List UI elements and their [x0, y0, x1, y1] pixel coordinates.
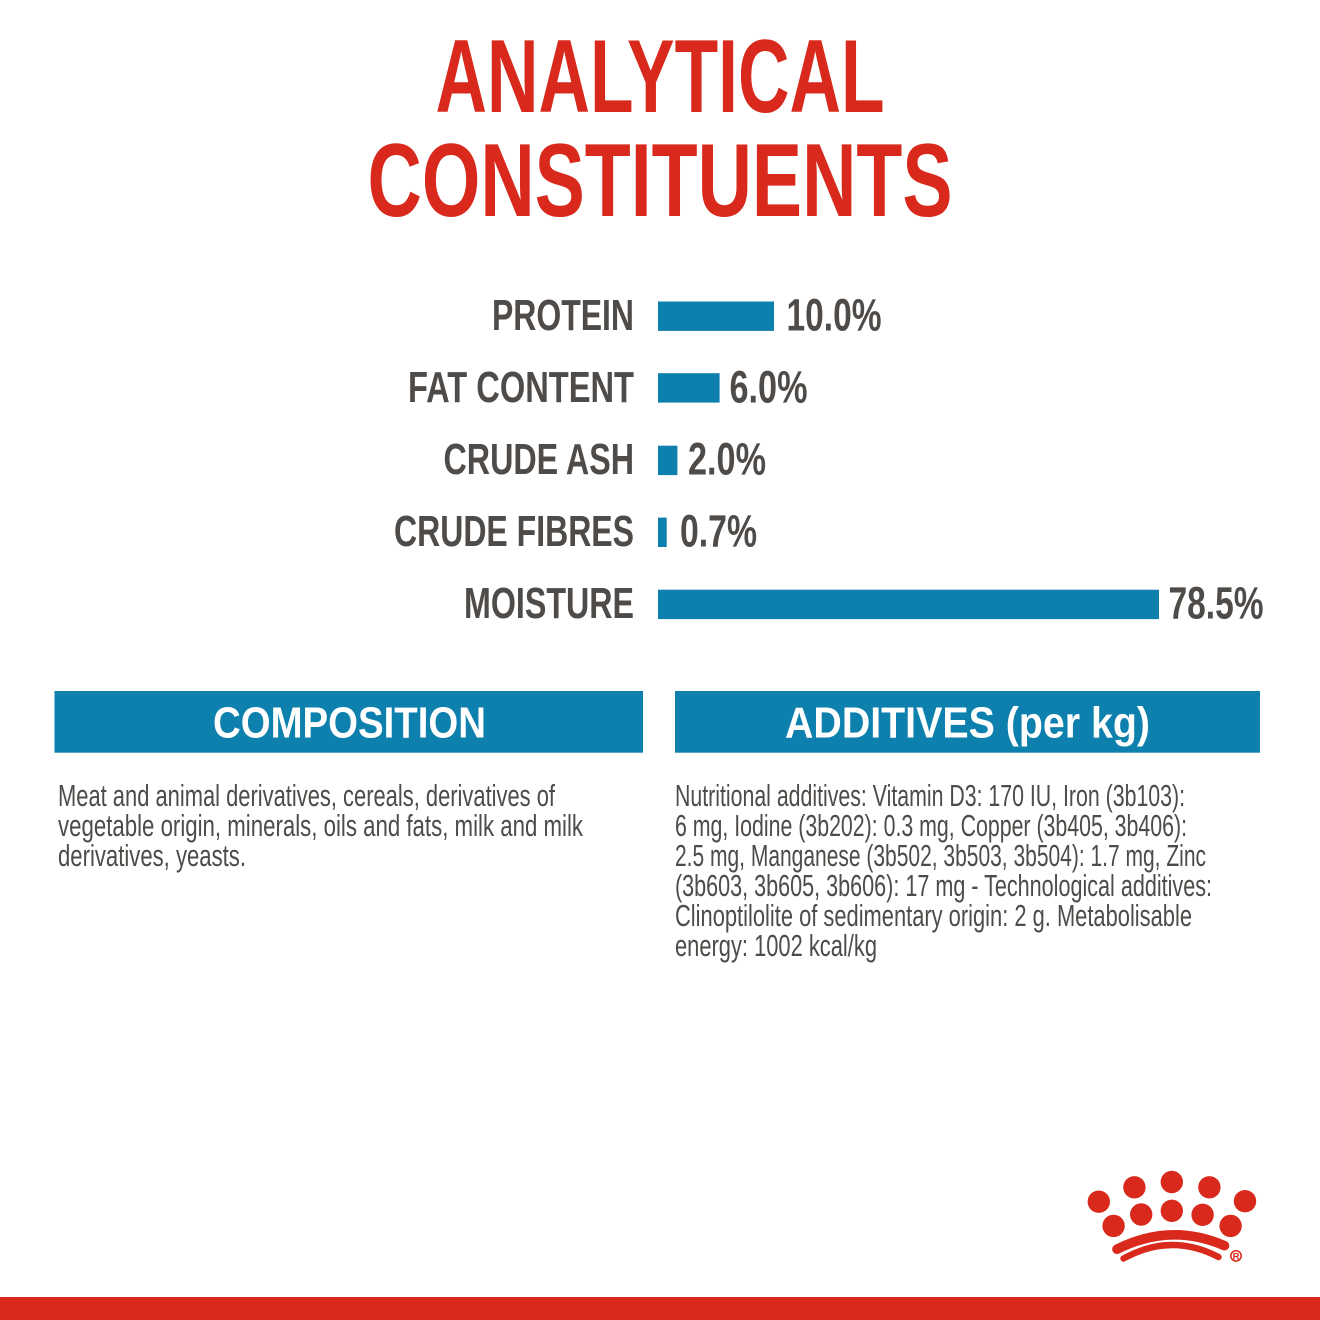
svg-text:2.5 mg, Manganese (3b502, 3b50: 2.5 mg, Manganese (3b502, 3b503, 3b504):…	[675, 839, 1206, 873]
svg-text:FAT CONTENT: FAT CONTENT	[408, 363, 634, 412]
svg-text:CONSTITUENTS: CONSTITUENTS	[368, 123, 953, 239]
svg-text:Nutritional additives: Vitamin: Nutritional additives: Vitamin D3: 170 I…	[675, 779, 1185, 813]
svg-text:R: R	[1233, 1251, 1240, 1262]
svg-text:ANALYTICAL: ANALYTICAL	[436, 19, 885, 135]
svg-text:PROTEIN: PROTEIN	[492, 291, 634, 340]
svg-text:Meat and animal derivatives, c: Meat and animal derivatives, cereals, de…	[58, 779, 555, 813]
svg-text:10.0%: 10.0%	[787, 290, 882, 341]
svg-text:0.7%: 0.7%	[680, 505, 757, 556]
svg-text:78.5%: 78.5%	[1169, 578, 1264, 629]
svg-text:CRUDE ASH: CRUDE ASH	[444, 435, 635, 484]
svg-text:CRUDE FIBRES: CRUDE FIBRES	[394, 507, 634, 556]
svg-text:6.0%: 6.0%	[730, 361, 808, 412]
svg-text:(3b603, 3b605, 3b606): 17 mg -: (3b603, 3b605, 3b606): 17 mg - Technolog…	[675, 869, 1212, 903]
svg-text:2.0%: 2.0%	[688, 433, 766, 484]
svg-text:ADDITIVES (per kg): ADDITIVES (per kg)	[785, 698, 1150, 747]
svg-text:6 mg, Iodine (3b202): 0.3 mg,: 6 mg, Iodine (3b202): 0.3 mg, Copper (3b…	[675, 809, 1187, 843]
svg-text:derivatives, yeasts.: derivatives, yeasts.	[58, 839, 246, 873]
svg-text:energy: 1002 kcal/kg: energy: 1002 kcal/kg	[675, 929, 877, 963]
svg-text:vegetable origin, minerals, oi: vegetable origin, minerals, oils and fat…	[58, 809, 584, 843]
svg-text:MOISTURE: MOISTURE	[464, 579, 634, 628]
svg-text:Clinoptilolite of sedimentary: Clinoptilolite of sedimentary origin: 2 …	[675, 899, 1192, 933]
svg-text:COMPOSITION: COMPOSITION	[213, 698, 486, 747]
